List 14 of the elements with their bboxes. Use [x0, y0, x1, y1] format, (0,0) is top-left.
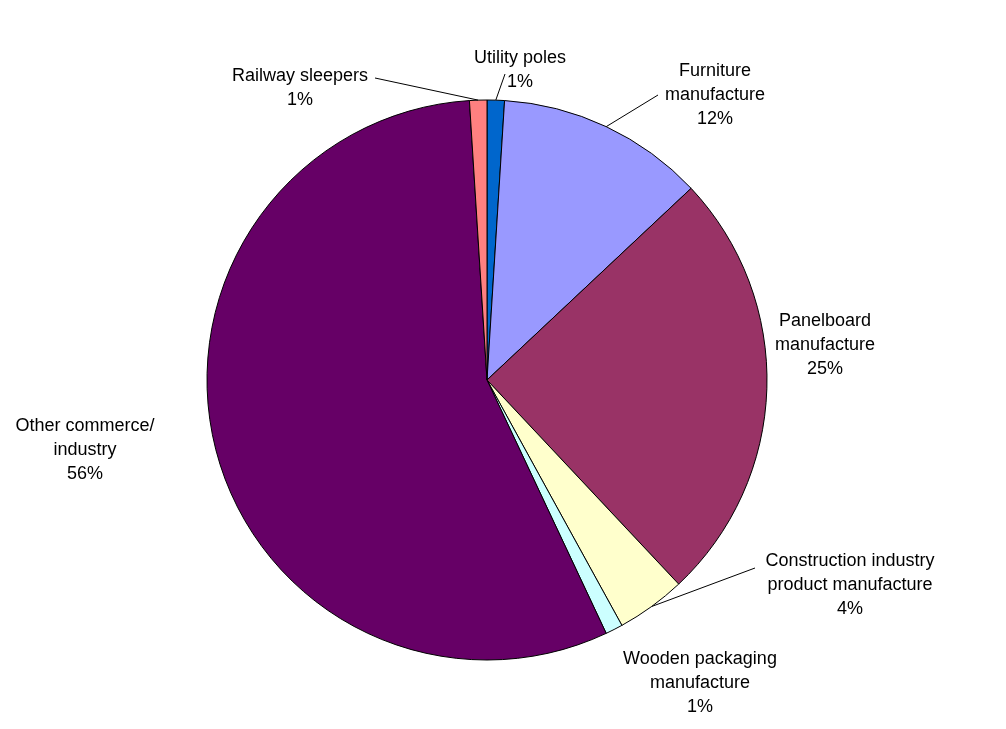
slice-label: Utility poles: [473, 47, 567, 67]
data-label: 1%: [686, 696, 714, 716]
data-label: 4%: [836, 598, 864, 618]
data-label: 56%: [66, 463, 104, 483]
slice-label: Other commerce/ industry: [15, 415, 155, 459]
slice-label: Wooden packaging manufacture: [623, 648, 777, 692]
data-label: 1%: [506, 71, 534, 91]
slice-label: Railway sleepers: [231, 65, 369, 85]
data-label: 12%: [696, 108, 734, 128]
data-label: 1%: [286, 89, 314, 109]
slice-label: Panelboard manufacture: [774, 310, 876, 354]
data-label: 25%: [806, 358, 844, 378]
slice-label: Furniture manufacture: [664, 60, 766, 104]
slice-label: Construction industry product manufacture: [765, 550, 935, 594]
